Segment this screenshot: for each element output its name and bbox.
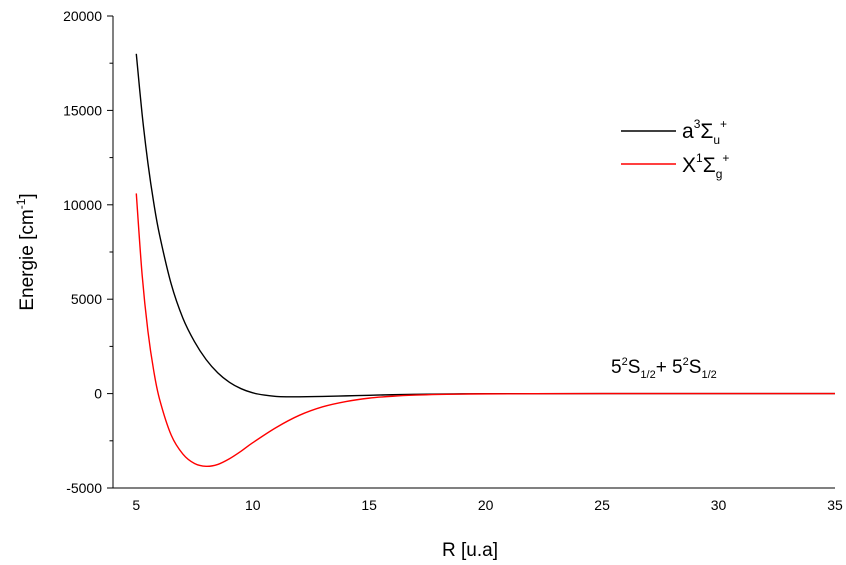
- x-tick-label: 35: [827, 497, 843, 513]
- x-axis-title: R [u.a]: [442, 540, 498, 561]
- y-axis-title-end: ]: [17, 193, 38, 198]
- x-tick-label: 15: [361, 497, 377, 513]
- y-axis-title: Energie [cm-1]: [14, 193, 38, 310]
- legend-label-singlet: X1Σg +: [682, 151, 729, 181]
- legend-label-triplet: a3Σu+: [682, 117, 727, 147]
- annot-p7: S: [689, 357, 702, 378]
- annot-p6: 2: [683, 356, 689, 368]
- x-tick-label: 25: [594, 497, 610, 513]
- x-tick-label: 20: [478, 497, 494, 513]
- annot-p3: S: [628, 357, 641, 378]
- annot-p8: 1/2: [701, 369, 716, 381]
- y-tick-label: 20000: [63, 8, 102, 24]
- plot-curves: [135, 53, 835, 468]
- x-tick-label: 30: [711, 497, 727, 513]
- legend-label-triplet-sym: Σ: [700, 120, 713, 143]
- y-tick-label: 5000: [71, 291, 102, 307]
- legend-label-singlet-sub: g: [716, 167, 723, 181]
- y-tick-label: 15000: [63, 102, 102, 118]
- annot-p5: + 5: [656, 357, 683, 378]
- y-tick-label: -5000: [66, 480, 102, 496]
- asymptote-annotation: 52S1/2+ 52S1/2: [611, 356, 717, 381]
- legend-label-triplet-sup: 3: [694, 117, 701, 131]
- x-tick-label: 10: [245, 497, 261, 513]
- legend-label-singlet-sup: 1: [696, 151, 703, 165]
- legend-label-triplet-base: a: [682, 120, 694, 143]
- series-line-triplet: [135, 53, 835, 398]
- y-axis-title-sup: -1: [14, 198, 28, 209]
- y-tick-label: 0: [94, 386, 102, 402]
- legend: a3Σu+ X1Σg+: [621, 117, 729, 181]
- legend-label-singlet-sym: Σ: [703, 154, 716, 177]
- y-tick-label: 10000: [63, 197, 102, 213]
- annot-p1: 5: [611, 357, 622, 378]
- legend-label-triplet-sup2: +: [720, 117, 727, 131]
- x-tick-label: 5: [132, 497, 140, 513]
- annot-p2: 2: [622, 356, 628, 368]
- legend-label-triplet-sub: u: [713, 133, 720, 147]
- legend-label-singlet-sup2: +: [722, 151, 729, 165]
- legend-label-singlet-base: X: [682, 154, 696, 177]
- series-line-singlet: [135, 193, 835, 468]
- y-axis-title-base: Energie [cm: [17, 209, 38, 310]
- annot-p4: 1/2: [640, 369, 655, 381]
